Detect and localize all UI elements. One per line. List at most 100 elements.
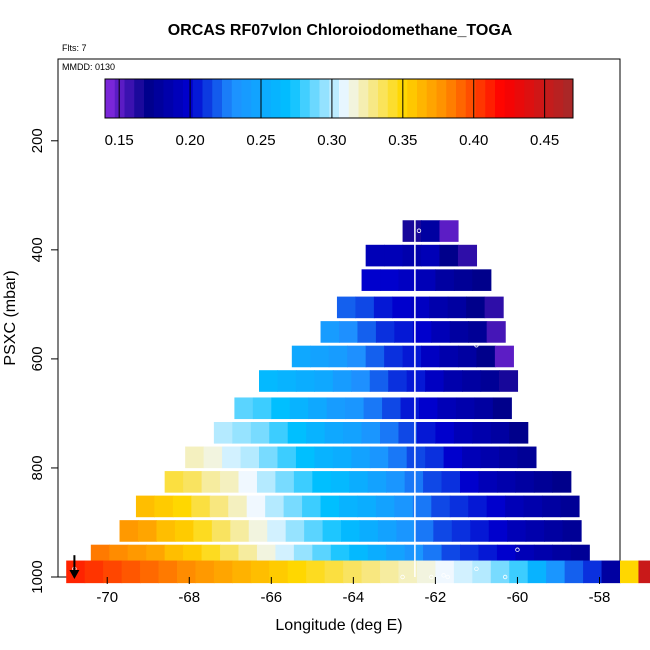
heatmap-cell bbox=[455, 397, 475, 420]
heatmap-cell bbox=[228, 495, 248, 518]
heatmap-cell bbox=[466, 296, 486, 319]
heatmap-cell bbox=[431, 321, 451, 343]
heatmap-cell bbox=[375, 321, 395, 343]
heatmap-cell bbox=[361, 269, 381, 291]
heatmap-cell bbox=[414, 520, 434, 542]
heatmap-cell bbox=[418, 397, 439, 420]
heatmap-cell bbox=[312, 471, 332, 493]
heatmap-cell bbox=[201, 471, 221, 493]
heatmap-cell bbox=[269, 422, 289, 444]
heatmap-cell bbox=[287, 422, 307, 444]
heatmap-cell bbox=[271, 397, 291, 420]
colorbar: 0.15 0.20 0.25 0.30 0.35 0.40 0.45 bbox=[104, 78, 574, 149]
heatmap-cell bbox=[250, 560, 270, 584]
heatmap-cell bbox=[343, 422, 363, 444]
point-marker bbox=[441, 573, 446, 578]
colorbar-segment bbox=[173, 79, 184, 118]
heatmap-cell bbox=[546, 560, 566, 584]
heatmap-cell bbox=[462, 446, 482, 469]
heatmap-cell bbox=[412, 495, 432, 518]
heatmap-cells bbox=[66, 220, 650, 584]
heatmap-cell bbox=[283, 495, 303, 518]
heatmap-cell bbox=[320, 321, 340, 343]
heatmap-cell bbox=[380, 269, 400, 291]
heatmap-cell bbox=[443, 370, 463, 392]
heatmap-cell bbox=[213, 422, 233, 444]
heatmap-cell bbox=[431, 495, 451, 518]
colorbar-tick-label: 0.15 bbox=[105, 132, 134, 149]
point-marker bbox=[502, 574, 508, 580]
heatmap-cell bbox=[638, 560, 650, 584]
colorbar-segment bbox=[358, 79, 369, 118]
heatmap-cell bbox=[185, 446, 205, 469]
colorbar-segment bbox=[563, 79, 574, 118]
colorbar-segment bbox=[319, 79, 330, 118]
colorbar-segment bbox=[378, 79, 389, 118]
heatmap-cell bbox=[322, 520, 342, 542]
colorbar-segment bbox=[290, 79, 301, 118]
heatmap-cell bbox=[517, 446, 537, 469]
heatmap-cell bbox=[314, 446, 334, 469]
colorbar-segment bbox=[553, 79, 564, 118]
heatmap-cell bbox=[314, 370, 334, 392]
heatmap-cell bbox=[369, 370, 389, 392]
heatmap-cell bbox=[259, 446, 279, 469]
heatmap-cell bbox=[433, 520, 453, 542]
colorbar-segment bbox=[495, 79, 506, 118]
x-tick-label: -68 bbox=[178, 589, 200, 606]
heatmap-cell bbox=[269, 560, 289, 584]
heatmap-cell bbox=[351, 370, 371, 392]
colorbar-segment bbox=[417, 79, 428, 118]
colorbar-segment bbox=[339, 79, 350, 118]
heatmap-cell bbox=[256, 471, 277, 493]
colorbar-segment bbox=[202, 79, 213, 118]
heatmap-cell bbox=[103, 560, 123, 584]
heatmap-cell bbox=[341, 520, 361, 542]
heatmap-cell bbox=[246, 495, 266, 518]
colorbar-tick-label: 0.25 bbox=[246, 132, 275, 149]
date-label: MMDD: 0130 bbox=[62, 62, 115, 72]
heatmap-cell bbox=[339, 495, 359, 518]
x-tick-label: -58 bbox=[589, 589, 611, 606]
heatmap-cell bbox=[462, 370, 482, 392]
heatmap-cell bbox=[259, 370, 279, 392]
heatmap-cell bbox=[441, 471, 461, 493]
heatmap-cell bbox=[400, 397, 420, 420]
heatmap-cell bbox=[293, 471, 313, 493]
heatmap-cell bbox=[343, 560, 363, 584]
colorbar-segment bbox=[280, 79, 291, 118]
heatmap-cell bbox=[164, 471, 184, 493]
colorbar-segment bbox=[153, 79, 164, 118]
colorbar-segment bbox=[105, 79, 116, 118]
heatmap-cell bbox=[84, 560, 104, 584]
y-axis-label: PSXC (mbar) bbox=[2, 270, 19, 365]
point-marker bbox=[416, 228, 422, 233]
point-markers bbox=[69, 228, 520, 580]
colorbar-segment bbox=[183, 79, 194, 118]
heatmap-cell bbox=[359, 520, 379, 542]
heatmap-cell bbox=[509, 560, 529, 584]
heatmap-cell bbox=[460, 471, 480, 493]
heatmap-cell bbox=[498, 446, 519, 469]
heatmap-cell bbox=[392, 296, 412, 319]
heatmap-cell bbox=[601, 560, 621, 584]
colorbar-tick-label: 0.30 bbox=[317, 132, 346, 149]
heatmap-cell bbox=[289, 397, 309, 420]
heatmap-cell bbox=[472, 560, 492, 584]
heatmap-cell bbox=[234, 397, 254, 420]
heatmap-cell bbox=[402, 244, 422, 267]
heatmap-cell bbox=[365, 345, 385, 368]
colorbar-segment bbox=[475, 79, 486, 118]
heatmap-cell bbox=[345, 397, 365, 420]
colorbar-segment bbox=[485, 79, 496, 118]
colorbar-tick-label: 0.45 bbox=[530, 132, 559, 149]
colorbar-segment bbox=[261, 79, 272, 118]
heatmap-cell bbox=[439, 345, 459, 368]
heatmap-cell bbox=[336, 296, 357, 319]
heatmap-cell bbox=[468, 495, 488, 518]
heatmap-cell bbox=[250, 422, 270, 444]
heatmap-cell bbox=[583, 560, 603, 584]
colorbar-segment bbox=[163, 79, 174, 118]
heatmap-cell bbox=[533, 471, 553, 493]
colorbar-segment bbox=[212, 79, 223, 118]
